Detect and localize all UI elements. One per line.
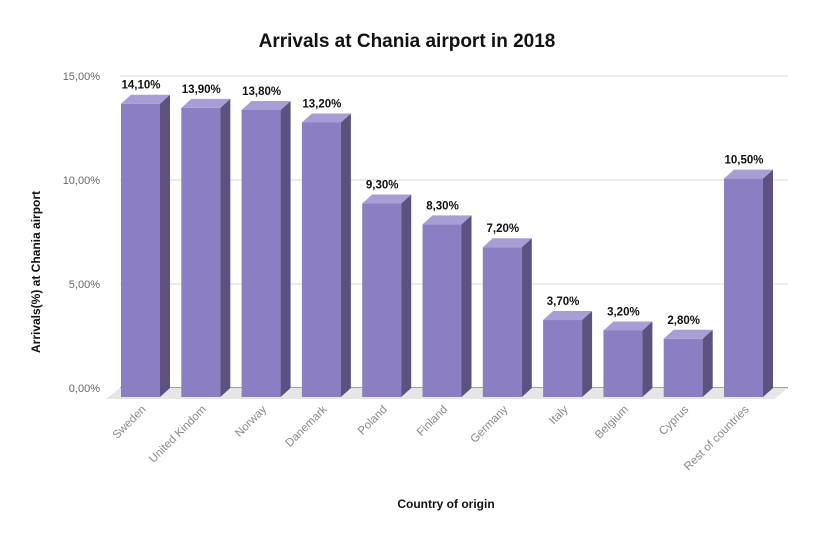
category-label: Belgium [593,404,631,442]
bar-front [241,109,281,398]
bar-front [724,178,763,397]
data-label: 10,50% [724,155,763,167]
bar [482,238,532,397]
bar-front [362,203,402,397]
bar-top [422,215,472,225]
bar-top [301,113,351,123]
bar-side [280,100,291,398]
data-label: 3,70% [547,296,580,308]
bar-top [663,329,713,339]
data-label: 9,30% [366,180,399,192]
bar-front [422,224,462,397]
bar [422,215,472,397]
bar-side [160,94,170,397]
chart-title: Arrivals at Chania airport in 2018 [259,31,556,52]
bar-front [663,338,703,397]
x-axis-label: Country of origin [397,497,494,511]
data-label: 13,80% [242,86,281,98]
bar-side [642,321,653,397]
bar-side [461,215,472,397]
bar-front [543,320,583,397]
y-tick-label: 10,00% [63,175,101,187]
bar-side [401,194,412,397]
data-label: 7,20% [486,223,519,235]
bar-top [603,321,653,331]
bar-front [121,103,160,397]
bar [241,100,291,398]
bar-top [241,100,291,110]
y-tick-label: 0,00% [69,383,100,395]
bar [543,311,593,397]
category-label: Finland [415,404,450,439]
category-label: United Kindom [147,404,209,466]
bar [121,94,170,397]
category-label: Danemark [284,403,330,449]
bar-side [702,329,713,397]
bar [603,321,653,397]
bar-front [181,107,221,397]
category-label: Germany [468,403,510,445]
bar [663,329,713,397]
data-label: 2,80% [667,315,700,327]
y-axis-label: Arrivals(%) at Chania airport [29,191,43,353]
bar-top [724,169,773,179]
category-label: Norway [233,403,269,439]
bar [301,113,351,397]
bar-top [121,94,170,104]
category-label: Poland [356,404,390,438]
category-label: Rest of countries [682,403,752,473]
data-label: 13,20% [302,98,341,110]
bar-side [220,98,231,397]
bar-top [181,98,231,108]
bar-side [521,238,532,397]
y-axis-ticks: 0,00% 5,00% 10,00% 15,00% [63,71,101,395]
y-tick-label: 15,00% [63,71,101,83]
bar-side [340,113,351,397]
bar-top [362,194,412,204]
data-label: 8,30% [426,200,459,212]
bar-front [482,247,522,397]
category-label: Italy [547,403,571,427]
data-label: 13,90% [182,84,221,96]
y-tick-label: 5,00% [69,279,100,291]
bar [362,194,412,397]
bar [181,98,231,397]
bar-side [582,311,593,397]
data-labels: 14,10% 13,90% 13,80% 13,20% 9,30% 8,30% 7,20% 3… [121,80,763,327]
bar-front [301,122,341,397]
bar-side [763,169,773,397]
category-label: Sweden [111,404,149,442]
data-label: 14,10% [121,80,160,92]
data-label: 3,20% [607,306,640,318]
bar-front [603,330,643,397]
bars [121,94,773,398]
category-label: Cyprus [657,403,691,437]
bar [724,169,773,397]
bar-top [543,311,593,321]
bar-top [482,238,532,248]
